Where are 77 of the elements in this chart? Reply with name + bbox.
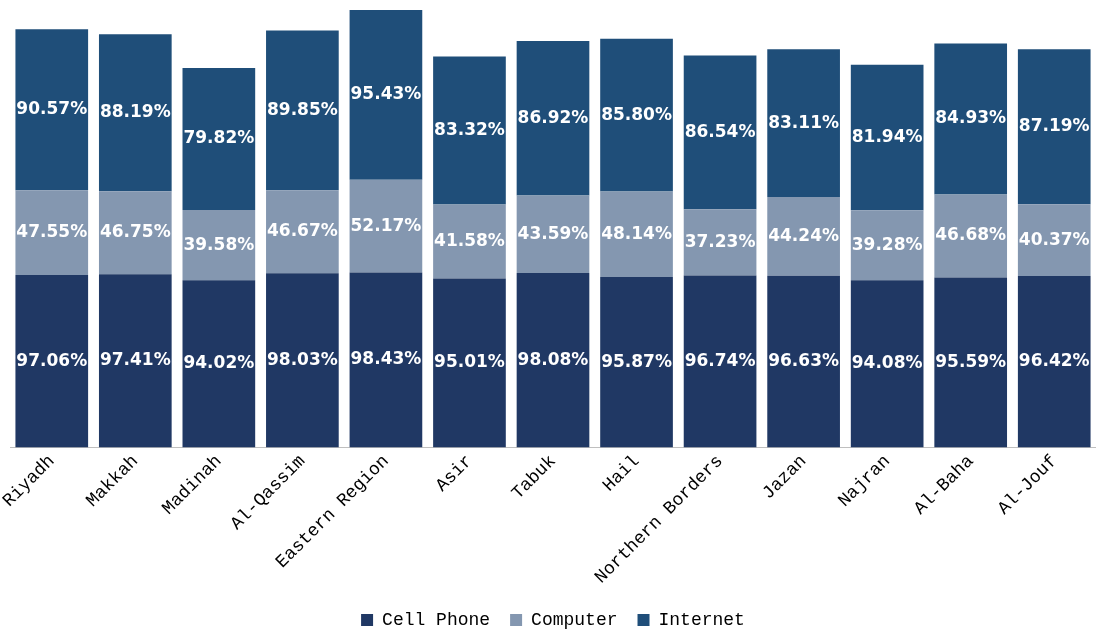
data-label: 39.58% xyxy=(183,233,255,254)
bar xyxy=(433,278,506,448)
bar xyxy=(516,41,590,196)
bar xyxy=(934,277,1008,448)
data-label: 52.17% xyxy=(350,214,422,235)
data-label: 84.93% xyxy=(935,107,1007,128)
legend-label: Computer xyxy=(531,609,618,630)
bar xyxy=(433,204,506,279)
data-label: 96.74% xyxy=(684,349,756,370)
bar xyxy=(683,55,757,210)
bar xyxy=(767,197,840,276)
bar xyxy=(15,190,89,275)
bar xyxy=(98,34,172,192)
data-label: 89.85% xyxy=(266,98,338,119)
data-label: 48.14% xyxy=(601,222,672,243)
data-label: 37.23% xyxy=(684,230,756,251)
bar xyxy=(433,56,506,205)
data-label: 83.11% xyxy=(768,111,840,132)
data-label: 95.01% xyxy=(434,351,505,372)
data-label: 85.80% xyxy=(601,103,672,124)
bar xyxy=(266,273,339,448)
data-label: 43.59% xyxy=(517,222,589,243)
bar xyxy=(1017,49,1091,205)
data-label: 86.54% xyxy=(684,120,756,141)
data-label: 97.06% xyxy=(16,349,88,370)
bar xyxy=(767,49,840,198)
bar xyxy=(266,190,339,274)
legend-label: Cell Phone xyxy=(382,609,491,630)
data-label: 41.58% xyxy=(434,230,505,251)
data-label: 94.02% xyxy=(183,352,255,373)
bar xyxy=(516,273,590,448)
bar xyxy=(266,30,339,191)
data-label: 88.19% xyxy=(99,101,171,122)
bar xyxy=(767,275,840,448)
data-label: 90.57% xyxy=(16,98,88,119)
data-label: 94.08% xyxy=(851,352,923,373)
data-label: 44.24% xyxy=(768,224,840,245)
data-label: 86.92% xyxy=(517,106,589,127)
data-label: 97.41% xyxy=(99,349,171,370)
bar xyxy=(349,10,423,180)
bar xyxy=(349,179,423,273)
data-label: 98.43% xyxy=(350,348,422,369)
bar xyxy=(182,67,256,210)
bar xyxy=(15,274,89,448)
bar xyxy=(934,194,1008,278)
bar xyxy=(1017,204,1091,277)
data-label: 47.55% xyxy=(16,221,88,242)
data-label: 87.19% xyxy=(1018,115,1090,136)
data-label: 95.43% xyxy=(350,83,422,104)
data-label: 81.94% xyxy=(851,125,923,146)
bar xyxy=(98,274,172,448)
bar xyxy=(850,280,924,448)
data-label: 40.37% xyxy=(1018,228,1090,249)
data-label: 98.03% xyxy=(266,348,338,369)
bar xyxy=(683,275,757,448)
bar xyxy=(600,277,673,448)
data-label: 46.68% xyxy=(935,224,1007,245)
bar xyxy=(98,191,172,275)
data-label: 46.75% xyxy=(99,221,171,242)
data-label: 96.63% xyxy=(768,350,840,371)
data-label: 95.59% xyxy=(935,350,1007,371)
bar xyxy=(182,280,256,448)
bar xyxy=(15,29,89,191)
legend-label: Internet xyxy=(658,609,745,630)
bar xyxy=(1017,276,1091,448)
data-label: 83.32% xyxy=(434,118,505,139)
data-label: 95.87% xyxy=(601,350,672,371)
bar xyxy=(600,191,673,278)
data-label: 46.67% xyxy=(266,220,338,241)
data-label: 39.28% xyxy=(851,233,923,254)
bar xyxy=(850,64,924,211)
data-label: 96.42% xyxy=(1018,350,1090,371)
data-label: 79.82% xyxy=(183,127,255,148)
data-label: 98.08% xyxy=(517,348,589,369)
bar xyxy=(349,272,423,448)
bar xyxy=(934,43,1008,195)
bar xyxy=(600,38,673,192)
